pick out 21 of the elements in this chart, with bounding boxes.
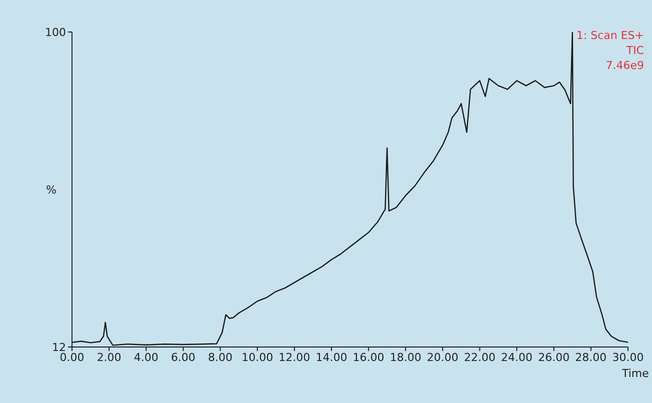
x-tick-label: 16.00 — [352, 350, 384, 364]
x-tick-label: 28.00 — [575, 350, 607, 364]
annotation: 1: Scan ES+ — [576, 28, 644, 43]
x-tick-label: 12.00 — [278, 350, 310, 364]
x-tick-label: 20.00 — [426, 350, 458, 364]
annotation: 7.46e9 — [604, 58, 644, 73]
x-axis-title: Time — [622, 367, 649, 380]
x-tick-label: 18.00 — [390, 350, 422, 364]
x-tick-label: 14.00 — [316, 350, 348, 364]
x-tick-label: 24.00 — [501, 350, 533, 364]
x-tick-label: 6.00 — [170, 350, 196, 364]
x-tick-label: 22.00 — [464, 350, 496, 364]
x-tick-label: 26.00 — [538, 350, 570, 364]
y-tick-label: 100 — [45, 26, 66, 39]
x-tick-label: 30.00 — [612, 350, 644, 364]
y-axis-title: % — [46, 183, 56, 196]
x-tick-label: 2.00 — [96, 350, 122, 364]
x-tick-label: 10.00 — [242, 350, 274, 364]
x-tick-label: 4.00 — [134, 350, 158, 364]
annotation: TIC — [625, 43, 644, 58]
x-tick-label: 8.00 — [208, 350, 233, 364]
